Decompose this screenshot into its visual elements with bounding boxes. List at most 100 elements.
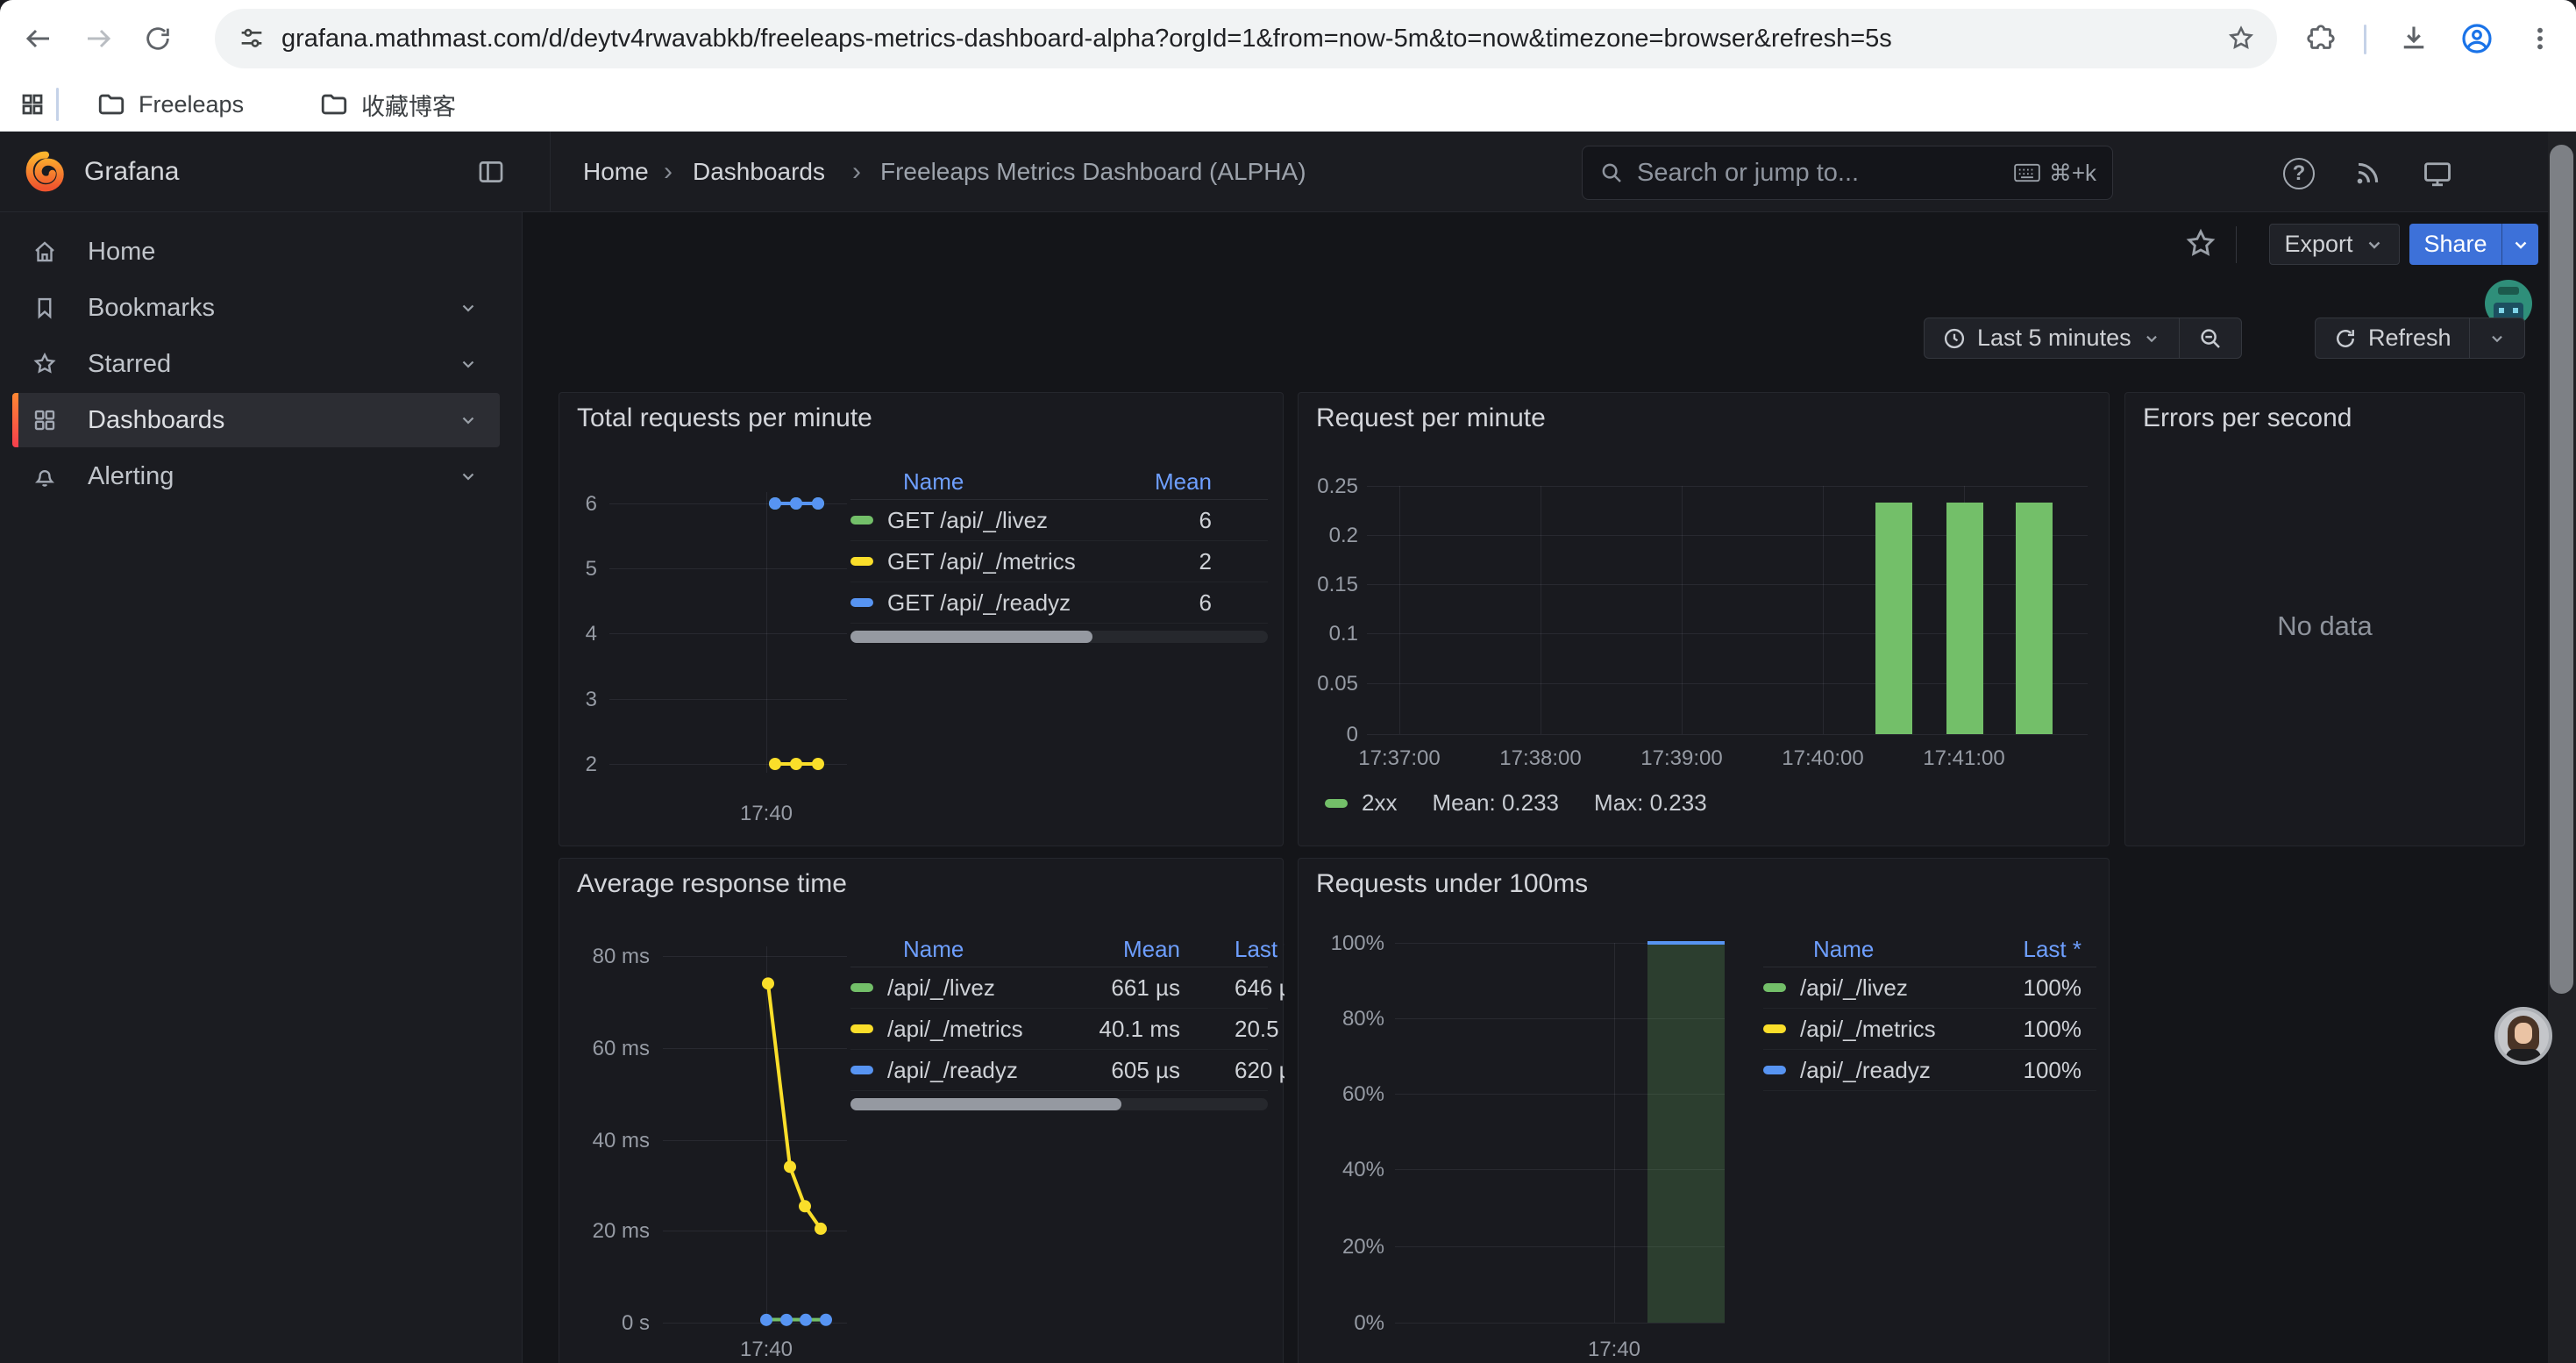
bookmark-folder-blogs[interactable]: 收藏博客 <box>307 84 468 125</box>
chevron-down-icon[interactable] <box>458 410 479 431</box>
legend-mean: Mean: 0.233 <box>1432 789 1559 817</box>
series-color-pill <box>1763 1066 1786 1074</box>
floating-assistant-avatar[interactable] <box>2494 1007 2552 1065</box>
monitor-icon[interactable] <box>2418 154 2457 193</box>
time-range-picker[interactable]: Last 5 minutes <box>1925 318 2179 358</box>
clock-icon <box>1942 326 1967 351</box>
legend-header-last[interactable]: Last * <box>2024 936 2097 963</box>
page-scrollbar-thumb[interactable] <box>2550 145 2573 994</box>
legend-scrollbar[interactable] <box>850 1098 1268 1110</box>
zoom-out-icon <box>2197 325 2224 352</box>
url-text[interactable]: grafana.mathmast.com/d/deytv4rwavabkb/fr… <box>281 25 2226 54</box>
grafana-navbar: Grafana Home › Dashboards › Freeleaps Me… <box>0 132 2576 212</box>
bookmark-star-icon[interactable] <box>2226 24 2256 54</box>
sidebar: Home Bookmarks Starred Dashboards <box>0 212 523 1363</box>
site-settings-icon[interactable] <box>238 25 266 53</box>
legend-header-name[interactable]: Name <box>903 468 964 496</box>
panel-average-response-time: Average response time 80 ms 60 ms 40 ms … <box>559 858 1284 1363</box>
extensions-icon[interactable] <box>2298 16 2344 61</box>
sidebar-item-dashboards[interactable]: Dashboards <box>12 393 500 447</box>
dock-menu-icon[interactable] <box>472 153 510 191</box>
dashboards-grid-icon <box>32 407 58 433</box>
share-button[interactable]: Share <box>2409 224 2538 265</box>
legend-row[interactable]: /api/_/livez 661 µs 646 µs <box>850 967 1268 1009</box>
browser-window: grafana.mathmast.com/d/deytv4rwavabkb/fr… <box>0 0 2576 1363</box>
chevron-down-icon <box>2487 329 2507 348</box>
star-icon <box>32 351 58 377</box>
legend-header-name[interactable]: Name <box>1813 936 1874 963</box>
panel-title[interactable]: Errors per second <box>2143 403 2352 433</box>
share-menu-caret[interactable] <box>2501 224 2538 265</box>
back-icon[interactable] <box>14 14 63 63</box>
browser-toolbar: grafana.mathmast.com/d/deytv4rwavabkb/fr… <box>0 0 2576 77</box>
reload-icon[interactable] <box>133 14 182 63</box>
series-color-pill <box>850 1066 873 1074</box>
legend-header-name[interactable]: Name <box>903 936 964 963</box>
sidebar-item-alerting[interactable]: Alerting <box>12 449 500 503</box>
chevron-down-icon <box>2510 234 2531 255</box>
chevron-down-icon[interactable] <box>458 353 479 375</box>
sidebar-item-home[interactable]: Home <box>12 225 500 279</box>
breadcrumb-dashboards[interactable]: Dashboards <box>693 132 825 212</box>
grafana-brand[interactable]: Grafana <box>84 132 179 212</box>
refresh-interval-caret[interactable] <box>2469 318 2524 358</box>
forward-icon[interactable] <box>74 14 123 63</box>
search-input[interactable]: Search or jump to... ⌘+k <box>1582 146 2113 200</box>
legend-row[interactable]: /api/_/readyz 100% <box>1763 1050 2096 1091</box>
legend-row[interactable]: GET /api/_/metrics 2 <box>850 541 1268 582</box>
legend-row[interactable]: /api/_/livez 100% <box>1763 967 2096 1009</box>
legend-series-name[interactable]: 2xx <box>1362 789 1397 817</box>
legend-row[interactable]: /api/_/metrics 40.1 ms 20.5 ms <box>850 1009 1268 1050</box>
legend-row[interactable]: GET /api/_/readyz 6 <box>850 582 1268 624</box>
bookmarks-bar: Freeleaps 收藏博客 <box>0 77 2576 132</box>
legend-row[interactable]: GET /api/_/livez 6 <box>850 500 1268 541</box>
favorite-dashboard-star-icon[interactable] <box>2183 226 2218 261</box>
legend-max: Max: 0.233 <box>1594 789 1707 817</box>
legend-scrollbar[interactable] <box>850 631 1268 643</box>
keyboard-icon <box>2014 163 2040 182</box>
zoom-out-time-button[interactable] <box>2179 318 2241 358</box>
news-rss-icon[interactable] <box>2348 154 2387 193</box>
legend-row[interactable]: /api/_/metrics 100% <box>1763 1009 2096 1050</box>
chevron-down-icon[interactable] <box>458 466 479 487</box>
x-tick: 17:40 <box>731 1338 801 1362</box>
grafana-logo[interactable] <box>23 147 68 196</box>
breadcrumb-home[interactable]: Home <box>583 132 649 212</box>
legend-table: Name Mean GET /api/_/livez 6 GET /api/_/… <box>850 465 1268 643</box>
chevron-down-icon[interactable] <box>458 297 479 318</box>
panel-total-requests: Total requests per minute 6 5 4 3 2 17:4… <box>559 392 1284 846</box>
breadcrumb-separator: › <box>852 132 861 212</box>
toolbar-separator <box>2364 25 2366 54</box>
legend-row[interactable]: /api/_/readyz 605 µs 620 µs <box>850 1050 1268 1091</box>
panel-request-per-minute: Request per minute 0.25 0.2 0.15 0.1 0.0… <box>1298 392 2110 846</box>
apps-grid-icon[interactable] <box>7 84 58 125</box>
legend-table: Name Mean Last * /api/_/livez 661 µs 646… <box>850 932 1289 1110</box>
folder-icon <box>319 89 349 119</box>
help-icon[interactable]: ? <box>2280 154 2318 193</box>
sidebar-item-bookmarks[interactable]: Bookmarks <box>12 281 500 335</box>
series-color-pill <box>1763 983 1786 992</box>
series-color-pill <box>850 983 873 992</box>
bell-icon <box>32 463 58 489</box>
bookmark-icon <box>32 295 58 321</box>
series-color-pill <box>1325 799 1348 808</box>
browser-menu-icon[interactable] <box>2517 16 2563 61</box>
sidebar-item-starred[interactable]: Starred <box>12 337 500 391</box>
refresh-button[interactable]: Refresh <box>2316 318 2469 358</box>
search-placeholder: Search or jump to... <box>1637 159 1859 188</box>
legend-header-mean[interactable]: Mean <box>1155 468 1268 496</box>
legend-header-last[interactable]: Last * <box>1235 936 1284 963</box>
refresh-group: Refresh <box>2315 318 2525 359</box>
bar-chart[interactable] <box>1299 393 2110 847</box>
home-icon <box>32 239 58 265</box>
toolbar-divider <box>2236 226 2237 263</box>
series-color-pill <box>850 1024 873 1033</box>
profile-icon[interactable] <box>2454 16 2500 61</box>
panel-errors-per-second: Errors per second No data <box>2124 392 2525 846</box>
export-button[interactable]: Export <box>2269 224 2400 265</box>
bookmark-folder-freeleaps[interactable]: Freeleaps <box>84 84 256 125</box>
download-icon[interactable] <box>2391 16 2437 61</box>
bookmarks-separator <box>56 88 59 121</box>
bookmark-label: Freeleaps <box>139 91 244 118</box>
url-bar[interactable]: grafana.mathmast.com/d/deytv4rwavabkb/fr… <box>215 9 2277 68</box>
